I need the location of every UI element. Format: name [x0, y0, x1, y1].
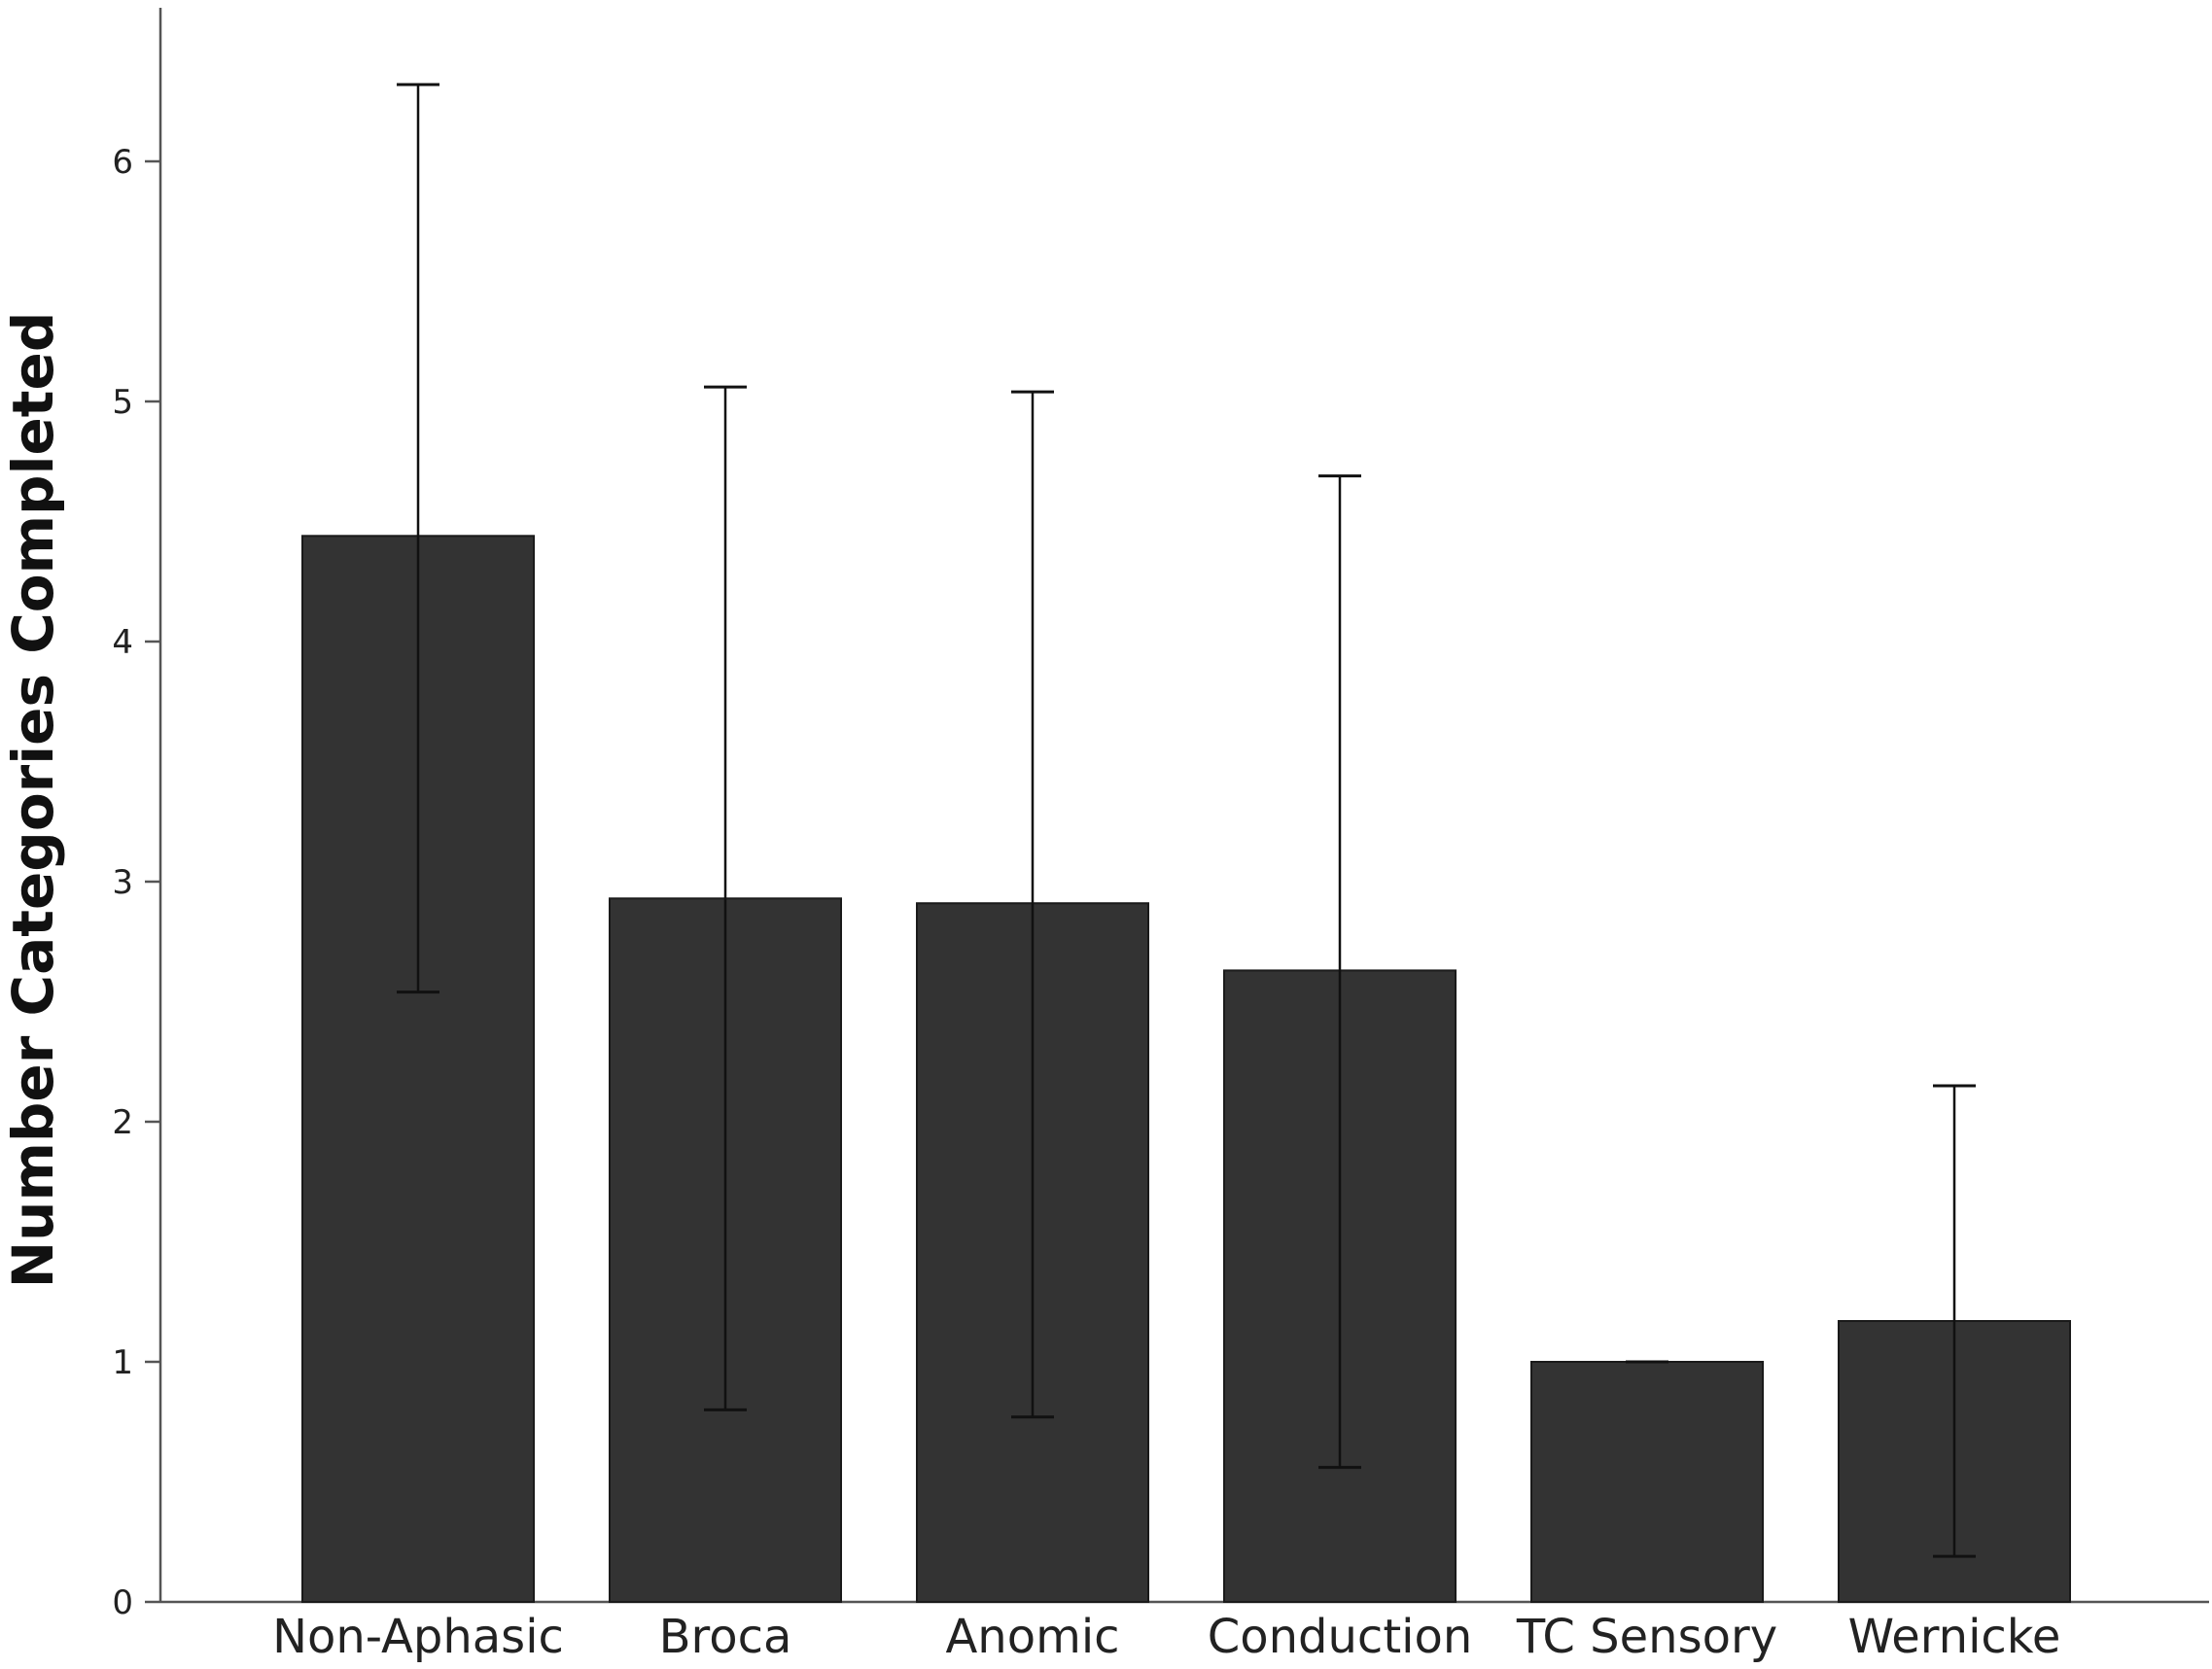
- y-tick-label: 0: [112, 1583, 133, 1622]
- y-tick-label: 4: [112, 623, 133, 662]
- bar-tc-sensory: [1530, 1361, 1764, 1603]
- x-tick-label: TC Sensory: [1516, 1610, 1777, 1664]
- error-bar: [1933, 1084, 1976, 1558]
- y-tick-label: 2: [112, 1103, 133, 1142]
- error-bar: [397, 83, 439, 994]
- y-tick-label: 6: [112, 143, 133, 182]
- error-bars: [397, 83, 1976, 1558]
- y-tick-label: 5: [112, 383, 133, 422]
- x-tick-label: Anomic: [945, 1610, 1119, 1664]
- y-tick-label: 3: [112, 863, 133, 902]
- error-bar: [704, 385, 747, 1411]
- x-tick-label: Wernicke: [1848, 1610, 2061, 1664]
- x-tick-label: Broca: [659, 1610, 792, 1664]
- y-tick-label: 1: [112, 1343, 133, 1382]
- x-tick-labels: Non-Aphasic Broca Anomic Conduction TC Senso…: [272, 1610, 2060, 1664]
- x-tick-label: Conduction: [1208, 1610, 1473, 1664]
- error-bar: [1318, 474, 1361, 1470]
- x-tick-label: Non-Aphasic: [272, 1610, 564, 1664]
- y-axis-title: Number Categories Completed: [0, 312, 66, 1289]
- y-ticks: 0 1 2 3 4 5 6: [112, 143, 160, 1622]
- error-bar: [1011, 390, 1054, 1419]
- bars: [301, 535, 2071, 1604]
